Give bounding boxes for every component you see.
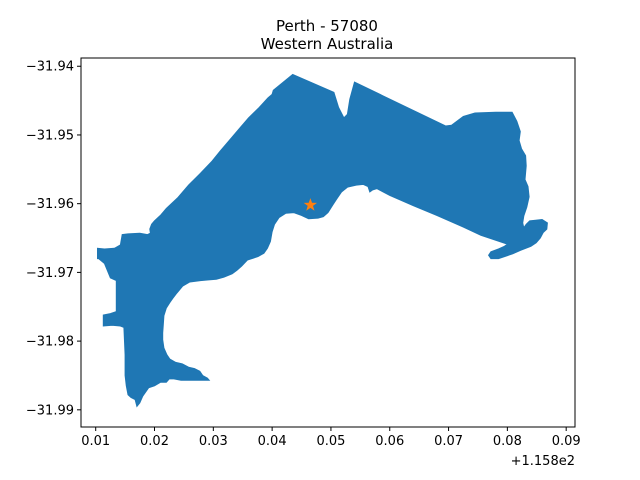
x-tick-label: 0.04 xyxy=(258,434,287,449)
x-tick-label: 0.05 xyxy=(316,434,345,449)
y-tick-label: −31.95 xyxy=(26,128,74,143)
region-polygon xyxy=(97,73,548,408)
x-tick-label: 0.01 xyxy=(81,434,110,449)
x-tick-label: 0.08 xyxy=(493,434,522,449)
y-tick-label: −31.97 xyxy=(26,266,74,281)
y-tick-label: −31.96 xyxy=(26,197,74,212)
y-tick-label: −31.94 xyxy=(26,60,74,75)
y-tick-label: −31.98 xyxy=(26,335,74,350)
x-tick-label: 0.07 xyxy=(434,434,463,449)
y-tick-label: −31.99 xyxy=(26,403,74,418)
x-tick-label: 0.03 xyxy=(199,434,228,449)
axes-frame xyxy=(80,57,576,428)
x-tick-label: 0.09 xyxy=(552,434,581,449)
chart-title-line1: Perth - 57080 xyxy=(276,17,378,35)
x-tick-label: 0.02 xyxy=(140,434,169,449)
x-tick-label: 0.06 xyxy=(375,434,404,449)
chart-title-line2: Western Australia xyxy=(261,35,394,53)
x-axis-offset-label: +1.158e2 xyxy=(511,454,575,469)
location-star-marker xyxy=(303,198,317,211)
